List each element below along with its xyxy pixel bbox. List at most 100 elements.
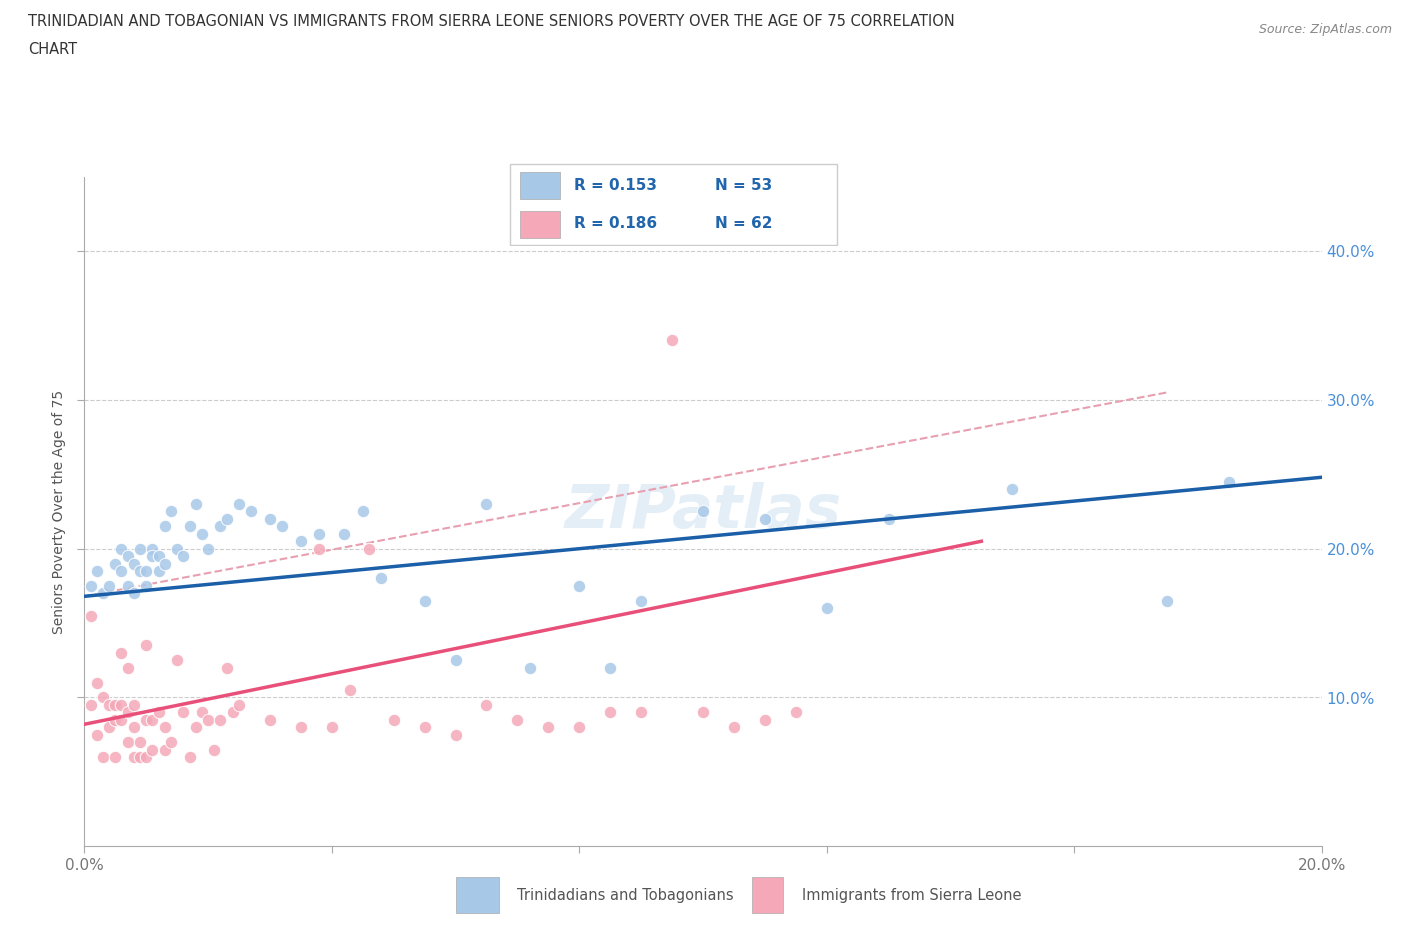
Point <box>79 698 101 712</box>
Point <box>308 541 330 556</box>
Point <box>568 578 591 593</box>
Point <box>122 750 145 764</box>
Point <box>599 660 621 675</box>
Point <box>117 735 139 750</box>
Point <box>98 578 121 593</box>
Point <box>215 660 238 675</box>
Point <box>104 712 127 727</box>
Text: N = 53: N = 53 <box>716 178 773 193</box>
Point <box>110 645 132 660</box>
Point <box>117 578 139 593</box>
Point <box>599 705 621 720</box>
Point <box>135 638 157 653</box>
Point <box>129 750 152 764</box>
Point <box>148 564 170 578</box>
Point <box>815 601 838 616</box>
Point <box>129 564 152 578</box>
Point <box>568 720 591 735</box>
Point <box>413 593 436 608</box>
Point <box>537 720 560 735</box>
Text: ZIPatlas: ZIPatlas <box>564 482 842 541</box>
Text: Source: ZipAtlas.com: Source: ZipAtlas.com <box>1258 23 1392 36</box>
Text: TRINIDADIAN AND TOBAGONIAN VS IMMIGRANTS FROM SIERRA LEONE SENIORS POVERTY OVER : TRINIDADIAN AND TOBAGONIAN VS IMMIGRANTS… <box>28 14 955 29</box>
Point <box>117 549 139 564</box>
Text: Immigrants from Sierra Leone: Immigrants from Sierra Leone <box>801 887 1022 903</box>
Point <box>723 720 745 735</box>
Point <box>98 698 121 712</box>
Point <box>135 712 157 727</box>
Point <box>215 512 238 526</box>
Point <box>110 541 132 556</box>
Point <box>148 705 170 720</box>
Y-axis label: Seniors Poverty Over the Age of 75: Seniors Poverty Over the Age of 75 <box>52 390 66 633</box>
FancyBboxPatch shape <box>509 165 837 245</box>
Point <box>1218 474 1240 489</box>
Point <box>630 593 652 608</box>
Point <box>692 705 714 720</box>
Point <box>91 750 114 764</box>
Point <box>197 712 219 727</box>
Point <box>382 712 405 727</box>
Point <box>754 512 776 526</box>
Point <box>209 519 232 534</box>
Point <box>370 571 392 586</box>
Point <box>86 727 108 742</box>
Point <box>98 720 121 735</box>
Text: R = 0.186: R = 0.186 <box>574 217 657 232</box>
Point <box>692 504 714 519</box>
FancyBboxPatch shape <box>456 877 499 913</box>
Text: N = 62: N = 62 <box>716 217 773 232</box>
Point <box>191 526 214 541</box>
Point <box>79 608 101 623</box>
Point <box>172 705 194 720</box>
Point <box>122 556 145 571</box>
Point <box>179 519 201 534</box>
Point <box>877 512 900 526</box>
Point <box>117 660 139 675</box>
Point <box>1001 482 1024 497</box>
Point <box>413 720 436 735</box>
Point <box>475 698 498 712</box>
Point <box>79 578 101 593</box>
Point <box>352 504 374 519</box>
Point <box>444 727 467 742</box>
Point <box>290 534 312 549</box>
Point <box>153 720 176 735</box>
Point <box>122 720 145 735</box>
Point <box>141 742 163 757</box>
Point <box>110 698 132 712</box>
Point <box>357 541 380 556</box>
Point <box>91 586 114 601</box>
Point <box>129 735 152 750</box>
Point <box>110 712 132 727</box>
Point <box>661 333 683 348</box>
Point <box>184 497 207 512</box>
Text: R = 0.153: R = 0.153 <box>574 178 657 193</box>
Point <box>153 556 176 571</box>
Point <box>259 712 281 727</box>
Point <box>110 564 132 578</box>
Point <box>259 512 281 526</box>
Point <box>308 526 330 541</box>
Point <box>122 698 145 712</box>
Point <box>240 504 263 519</box>
Point <box>129 541 152 556</box>
Point <box>333 526 356 541</box>
Text: CHART: CHART <box>28 42 77 57</box>
Point <box>1156 593 1178 608</box>
Point <box>104 750 127 764</box>
Point <box>122 586 145 601</box>
Point <box>209 712 232 727</box>
Point <box>135 750 157 764</box>
Point <box>271 519 294 534</box>
Point <box>86 564 108 578</box>
Point <box>135 578 157 593</box>
Point <box>339 683 361 698</box>
Point <box>228 497 250 512</box>
Point <box>160 735 183 750</box>
FancyBboxPatch shape <box>520 211 560 238</box>
FancyBboxPatch shape <box>752 877 783 913</box>
Point <box>202 742 225 757</box>
Point <box>197 541 219 556</box>
Point <box>117 705 139 720</box>
